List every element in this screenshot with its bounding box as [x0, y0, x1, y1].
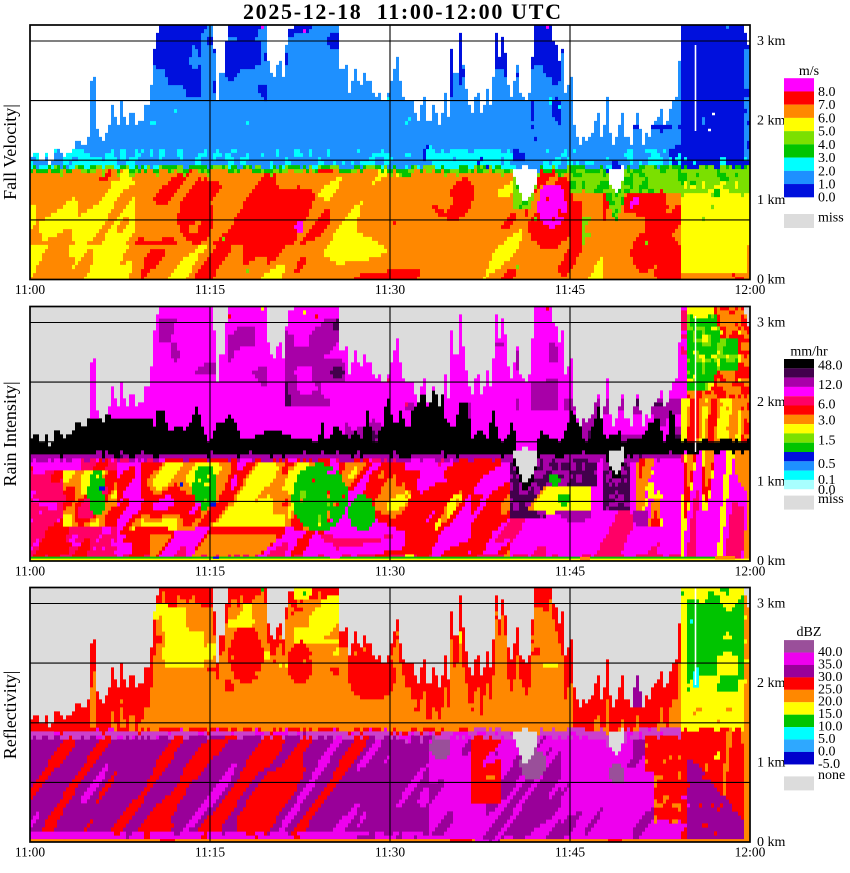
svg-text:2 km: 2 km [757, 676, 786, 691]
svg-text:11:45: 11:45 [555, 282, 585, 297]
svg-text:0 km: 0 km [757, 554, 786, 569]
svg-text:20.0: 20.0 [818, 695, 843, 710]
svg-text:dBZ: dBZ [797, 625, 822, 640]
svg-text:11:30: 11:30 [375, 282, 405, 297]
svg-text:7.0: 7.0 [818, 98, 836, 113]
svg-text:11:00: 11:00 [15, 845, 45, 860]
svg-text:1 km: 1 km [757, 475, 786, 490]
svg-text:1 km: 1 km [757, 756, 786, 771]
svg-text:11:15: 11:15 [195, 282, 225, 297]
svg-text:Rain Intensity|: Rain Intensity| [0, 381, 20, 486]
svg-text:6.0: 6.0 [818, 111, 836, 126]
svg-text:30.0: 30.0 [818, 670, 843, 685]
svg-text:12:00: 12:00 [735, 845, 766, 860]
svg-text:4.0: 4.0 [818, 138, 836, 153]
svg-text:3 km: 3 km [757, 316, 786, 331]
svg-text:48.0: 48.0 [818, 359, 843, 374]
svg-text:2 km: 2 km [757, 395, 786, 410]
svg-text:2 km: 2 km [757, 114, 786, 129]
svg-text:12.0: 12.0 [818, 378, 843, 393]
svg-text:0.0: 0.0 [818, 744, 836, 759]
svg-text:2.0: 2.0 [818, 164, 836, 179]
svg-text:12:00: 12:00 [735, 564, 766, 579]
svg-text:1.5: 1.5 [818, 434, 836, 449]
svg-text:25.0: 25.0 [818, 682, 843, 697]
svg-text:miss: miss [818, 211, 844, 226]
svg-text:3 km: 3 km [757, 597, 786, 612]
svg-text:11:45: 11:45 [555, 845, 585, 860]
svg-text:0.0: 0.0 [818, 483, 836, 498]
svg-text:11:00: 11:00 [15, 564, 45, 579]
svg-text:miss: miss [818, 492, 844, 507]
svg-text:11:15: 11:15 [195, 564, 225, 579]
svg-text:mm/hr: mm/hr [790, 345, 828, 360]
svg-text:Reflectivity|: Reflectivity| [0, 671, 20, 760]
svg-text:11:30: 11:30 [375, 845, 405, 860]
svg-text:35.0: 35.0 [818, 657, 843, 672]
svg-text:11:45: 11:45 [555, 564, 585, 579]
svg-text:5.0: 5.0 [818, 732, 836, 747]
svg-text:3.0: 3.0 [818, 414, 836, 429]
svg-text:10.0: 10.0 [818, 720, 843, 735]
svg-text:m/s: m/s [799, 64, 819, 79]
svg-text:11:15: 11:15 [195, 845, 225, 860]
svg-text:1.0: 1.0 [818, 178, 836, 193]
svg-text:11:30: 11:30 [375, 564, 405, 579]
svg-text:2025-12-18 11:00-12:00 UTC: 2025-12-18 11:00-12:00 UTC [243, 0, 561, 24]
svg-text:8.0: 8.0 [818, 85, 836, 100]
svg-text:15.0: 15.0 [818, 707, 843, 722]
svg-text:12:00: 12:00 [735, 282, 766, 297]
svg-text:3 km: 3 km [757, 34, 786, 49]
svg-text:11:00: 11:00 [15, 282, 45, 297]
svg-text:0 km: 0 km [757, 835, 786, 850]
svg-text:-5.0: -5.0 [818, 757, 840, 772]
svg-text:5.0: 5.0 [818, 125, 836, 140]
svg-text:0.5: 0.5 [818, 457, 836, 472]
svg-text:0 km: 0 km [757, 273, 786, 288]
svg-text:3.0: 3.0 [818, 151, 836, 166]
svg-text:40.0: 40.0 [818, 645, 843, 660]
svg-text:6.0: 6.0 [818, 398, 836, 413]
svg-text:Fall Velocity|: Fall Velocity| [0, 104, 20, 200]
svg-text:0.1: 0.1 [818, 473, 836, 488]
svg-text:1 km: 1 km [757, 193, 786, 208]
svg-text:0.0: 0.0 [818, 191, 836, 206]
svg-text:none: none [818, 768, 845, 783]
